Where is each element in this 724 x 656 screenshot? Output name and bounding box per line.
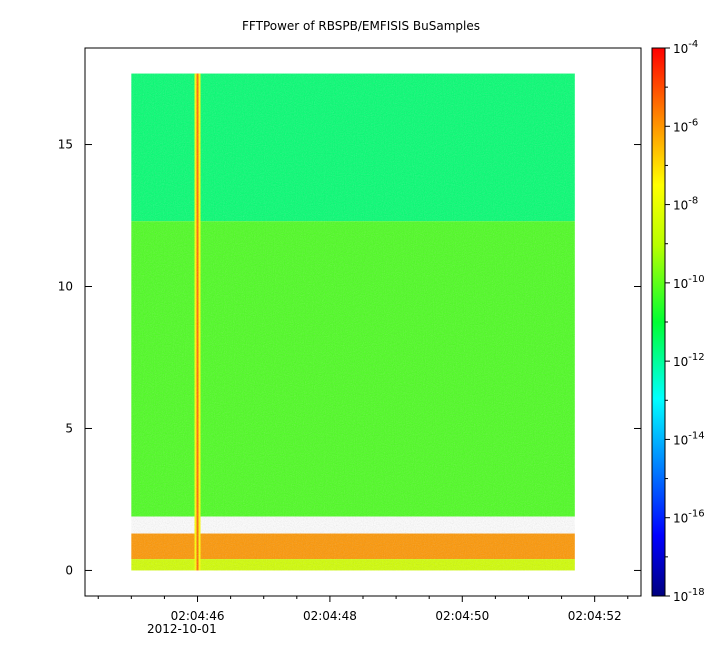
colorbar-tick-label: 10-8: [673, 196, 698, 213]
y-tick-label: 0: [65, 563, 73, 577]
colorbar-tick-label: 10-10: [673, 274, 705, 291]
colorbar-tick-label: 10-16: [673, 509, 705, 526]
heatmap-noise: [131, 73, 575, 571]
y-tick-label: 10: [58, 280, 73, 294]
colorbar-tick-label: 10-6: [673, 117, 698, 134]
chart-title: FFTPower of RBSPB/EMFISIS BuSamples: [242, 19, 480, 33]
colorbar-tick-label: 10-12: [673, 352, 705, 369]
y-tick-label: 15: [58, 138, 73, 152]
colorbar-ticks: 10-4 10-6 10-8 10-10 10-12 10-14 10-16 10-18: [665, 39, 705, 604]
x-tick-label: 02:04:48: [303, 609, 357, 623]
colorbar-tick-label: 10-14: [673, 430, 705, 447]
colorbar: [651, 47, 666, 597]
heatmap-layer: [131, 73, 575, 571]
colorbar-tick-label: 10-4: [673, 39, 698, 56]
colorbar-tick-label: 10-18: [673, 587, 705, 604]
x-axis-date-label: 2012-10-01: [147, 622, 217, 636]
x-tick-label: 02:04:50: [435, 609, 489, 623]
y-axis: 0 5 10 15: [58, 138, 641, 577]
x-axis: 02:04:46 02:04:48 02:04:50 02:04:52: [97, 596, 629, 623]
y-tick-label: 5: [65, 421, 73, 435]
x-tick-label: 02:04:52: [568, 609, 622, 623]
x-tick-label: 02:04:46: [171, 609, 225, 623]
